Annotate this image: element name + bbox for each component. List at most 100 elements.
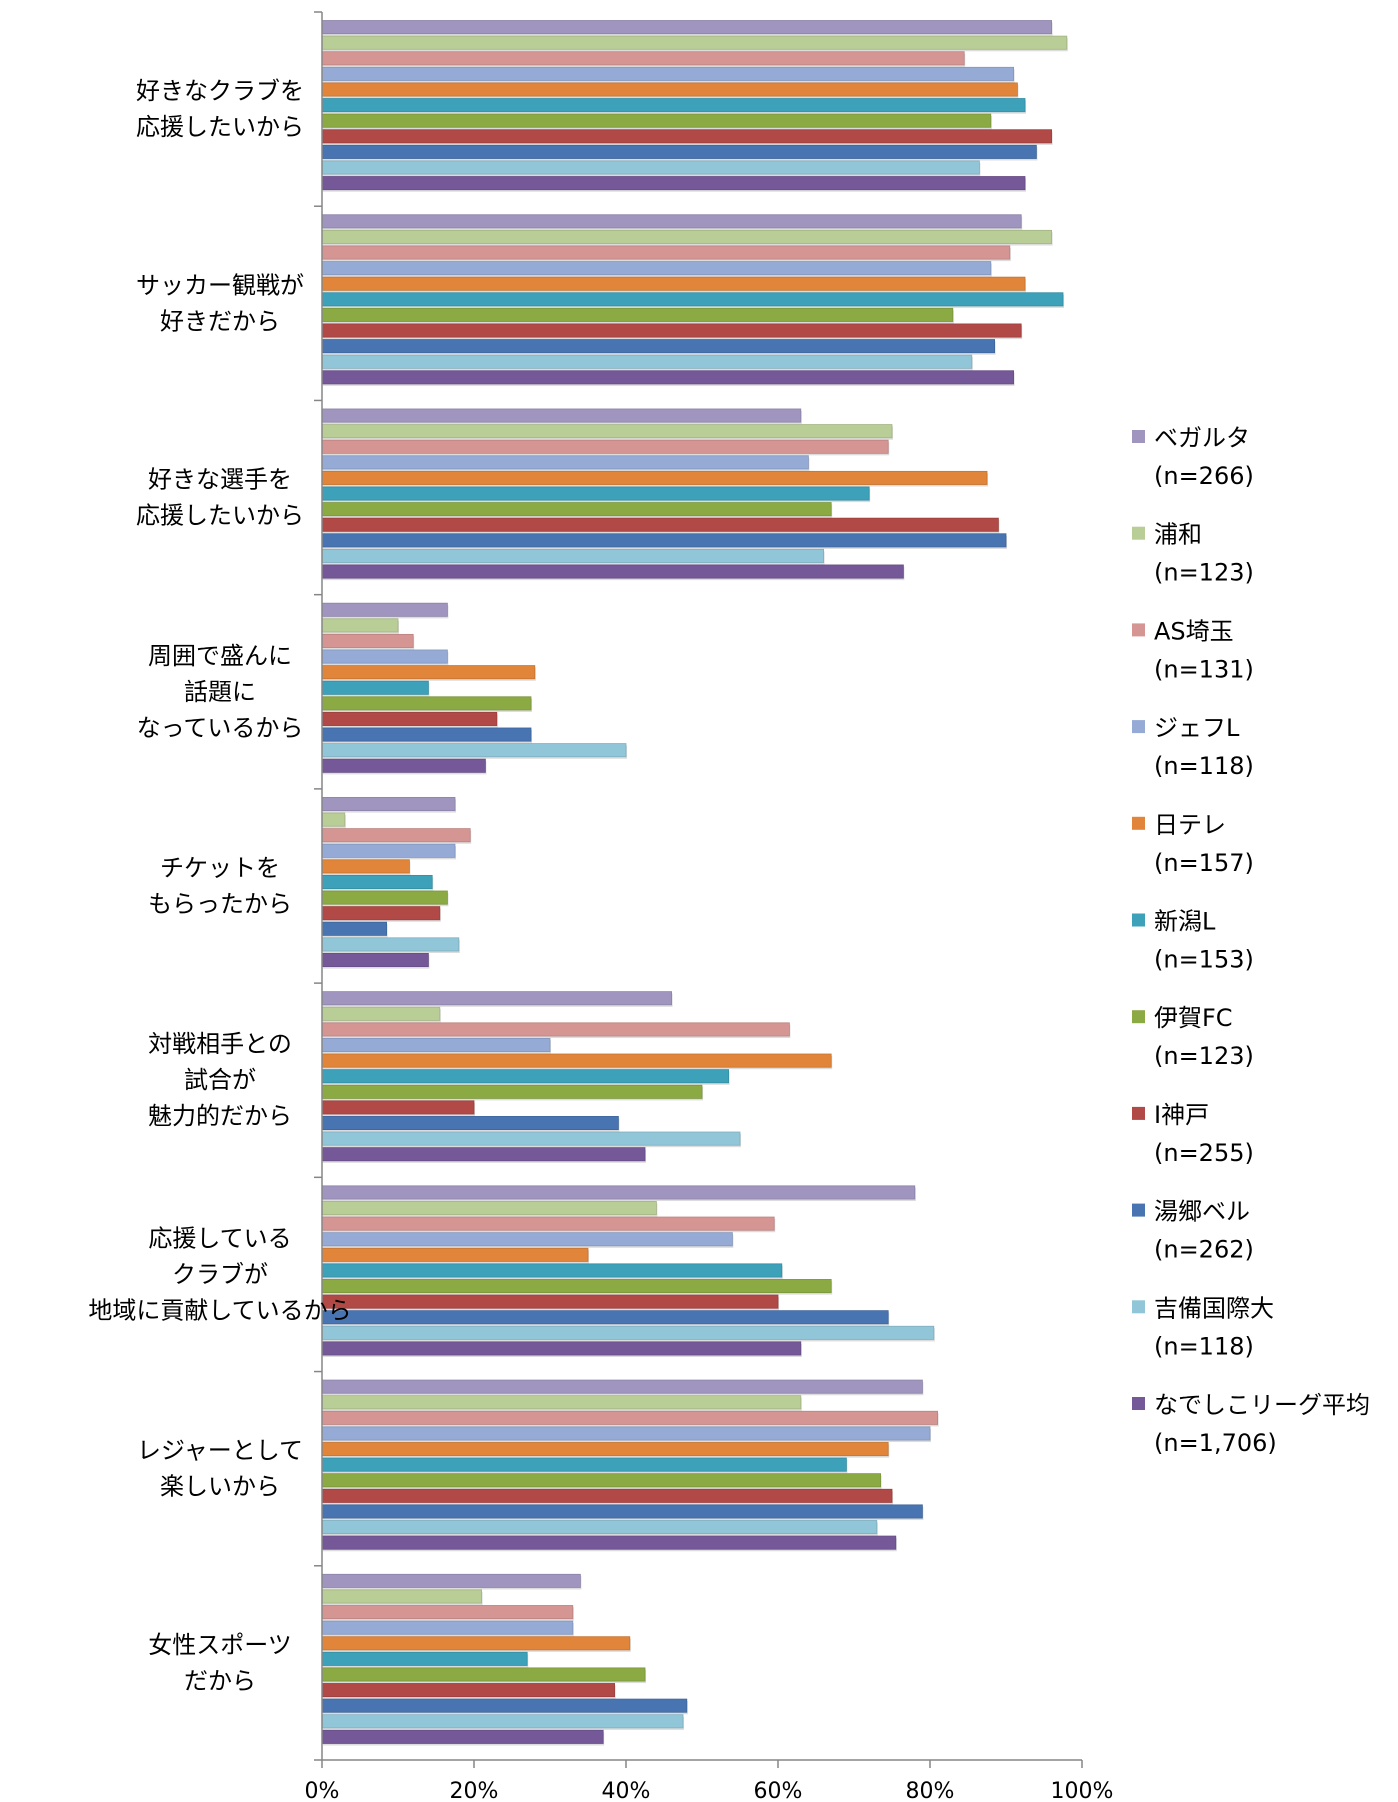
legend-swatch (1132, 430, 1145, 443)
legend-swatch (1132, 1300, 1145, 1314)
legend-series-name: なでしこリーグ平均 (1154, 1391, 1370, 1419)
bar-2-cat-6 (321, 1006, 441, 1021)
bar-6-cat-3 (321, 486, 870, 501)
bar-8-cat-6 (321, 1100, 475, 1115)
axes-group (314, 11, 1083, 1768)
bar-6-cat-1 (321, 98, 1026, 113)
category-labels: 好きなクラブを応援したいからサッカー観戦が好きだから好きな選手を応援したいから周… (88, 77, 351, 1695)
bar-8-cat-4 (321, 711, 498, 726)
category-label: 女性スポーツ (148, 1631, 292, 1659)
bar-1-cat-1 (321, 20, 1052, 35)
bar-7-cat-1 (321, 113, 992, 128)
bar-8-cat-5 (321, 906, 441, 921)
bar-1-cat-7 (321, 1185, 916, 1200)
bar-7-cat-5 (321, 890, 448, 905)
bar-6-cat-6 (321, 1069, 730, 1084)
legend-series-n: (n=1,706) (1154, 1429, 1277, 1457)
legend-series-n: (n=262) (1154, 1236, 1254, 1264)
bar-7-cat-7 (321, 1279, 832, 1294)
category-label: 魅力的だから (148, 1102, 292, 1130)
legend-swatch (1132, 720, 1145, 734)
bar-9-cat-6 (321, 1116, 619, 1131)
bar-10-cat-4 (321, 743, 627, 758)
bar-10-cat-3 (321, 548, 825, 563)
legend-series-n: (n=118) (1154, 752, 1254, 780)
bar-4-cat-5 (321, 843, 456, 858)
category-label: 好きだから (160, 307, 280, 335)
bar-3-cat-1 (321, 51, 965, 66)
bar-2-cat-7 (321, 1201, 657, 1216)
bar-2-cat-3 (321, 424, 893, 439)
bar-10-cat-2 (321, 354, 973, 369)
x-tick-label: 20% (450, 1779, 499, 1802)
category-label: 応援したいから (136, 113, 304, 141)
legend-swatch (1132, 526, 1145, 540)
bar-4-cat-2 (321, 261, 992, 276)
bar-11-cat-3 (321, 564, 904, 579)
bar-1-cat-4 (321, 602, 448, 617)
legend-series-n: (n=255) (1154, 1139, 1254, 1167)
legend-series-n: (n=153) (1154, 946, 1254, 974)
x-tick-label: 100% (1051, 1779, 1114, 1802)
bar-5-cat-3 (321, 470, 988, 485)
legend-series-name: I神戸 (1154, 1101, 1209, 1129)
bar-11-cat-4 (321, 758, 486, 773)
legend-series-name: ジェフL (1154, 714, 1240, 742)
bar-7-cat-8 (321, 1473, 881, 1488)
bar-8-cat-3 (321, 517, 999, 532)
legend-swatch (1132, 623, 1145, 637)
bar-2-cat-8 (321, 1395, 802, 1410)
bar-9-cat-7 (321, 1310, 889, 1325)
bar-7-cat-9 (321, 1667, 646, 1682)
legend-series-n: (n=118) (1154, 1332, 1254, 1360)
bar-10-cat-8 (321, 1520, 878, 1535)
legend-swatch (1132, 1397, 1145, 1410)
bar-11-cat-9 (321, 1729, 604, 1744)
bar-6-cat-7 (321, 1263, 783, 1278)
legend-swatch (1132, 1203, 1145, 1217)
bar-11-cat-6 (321, 1147, 646, 1162)
legend-series-name: 日テレ (1154, 811, 1226, 839)
category-label: 好きなクラブを (136, 77, 304, 105)
category-label: 応援したいから (136, 502, 304, 530)
legend: ベガルタ (n=266) 浦和 (n=123) AS埼玉 (n=131) ジェフL (n=11… (1132, 424, 1370, 1457)
bar-11-cat-8 (321, 1535, 897, 1550)
bar-1-cat-8 (321, 1379, 923, 1394)
bar-7-cat-2 (321, 307, 954, 322)
legend-series-name: 新潟L (1154, 908, 1216, 936)
bar-10-cat-1 (321, 160, 980, 175)
category-label: 楽しいから (160, 1473, 280, 1501)
category-label: クラブが (172, 1260, 268, 1288)
x-tick-label: 80% (906, 1779, 955, 1802)
bar-7-cat-4 (321, 696, 532, 711)
bar-11-cat-1 (321, 176, 1026, 191)
bar-1-cat-3 (321, 408, 802, 423)
bar-3-cat-6 (321, 1022, 790, 1037)
bar-8-cat-1 (321, 129, 1052, 144)
bar-10-cat-9 (321, 1714, 684, 1729)
bar-5-cat-4 (321, 665, 536, 680)
x-tick-label: 0% (305, 1779, 340, 1802)
bar-2-cat-1 (321, 35, 1068, 50)
bar-5-cat-5 (321, 859, 410, 874)
legend-series-name: AS埼玉 (1154, 617, 1234, 645)
bar-4-cat-9 (321, 1620, 574, 1635)
bar-6-cat-4 (321, 680, 429, 695)
bar-8-cat-7 (321, 1294, 779, 1309)
bar-2-cat-5 (321, 812, 346, 827)
category-label: なっているから (137, 714, 304, 742)
bar-3-cat-4 (321, 633, 414, 648)
category-label: もらったから (148, 890, 292, 918)
bar-9-cat-4 (321, 727, 532, 742)
bar-2-cat-4 (321, 618, 399, 633)
bar-8-cat-9 (321, 1683, 616, 1698)
bar-3-cat-3 (321, 439, 889, 454)
category-label: だから (184, 1667, 256, 1695)
legend-swatch (1132, 816, 1145, 830)
bar-3-cat-5 (321, 828, 471, 843)
bar-3-cat-9 (321, 1605, 574, 1620)
bar-11-cat-2 (321, 370, 1014, 385)
bar-7-cat-3 (321, 502, 832, 517)
bar-3-cat-8 (321, 1410, 938, 1425)
bar-5-cat-8 (321, 1442, 889, 1457)
